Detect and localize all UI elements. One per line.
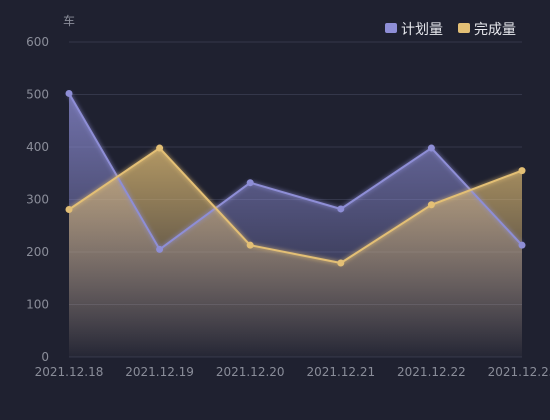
data-point-series-1[interactable] [65,205,73,213]
y-tick-label: 600 [26,35,49,49]
y-tick-label: 300 [26,193,49,207]
legend-swatch-done [458,23,470,33]
series-lines [68,92,523,264]
legend-swatch-plan [385,23,397,33]
x-tick-label: 2021.12.21 [306,365,375,379]
y-tick-label: 400 [26,140,49,154]
legend: 计划量 完成量 [385,22,516,38]
y-tick-label: 0 [41,350,49,364]
y-axis-unit-label: 车 [63,13,75,28]
legend-label-done: 完成量 [474,22,516,38]
data-point-series-0[interactable] [156,245,164,253]
legend-item-plan[interactable]: 计划量 [385,22,443,38]
data-point-series-0[interactable] [337,205,345,213]
x-tick-label: 2021.12.23 [488,365,550,379]
legend-label-plan: 计划量 [401,22,443,38]
series-areas [69,93,522,358]
data-point-series-1[interactable] [156,144,164,152]
legend-item-done[interactable]: 完成量 [458,22,516,38]
data-points [65,89,526,267]
series-area-1 [69,148,522,357]
data-point-series-1[interactable] [518,167,526,175]
series-line-1 [68,147,523,264]
data-point-series-0[interactable] [427,144,435,152]
series-line-0 [68,92,523,251]
x-tick-label: 2021.12.19 [125,365,194,379]
y-tick-label: 500 [26,88,49,102]
x-tick-label: 2021.12.20 [216,365,285,379]
data-point-series-0[interactable] [246,179,254,187]
y-tick-label: 200 [26,245,49,259]
y-tick-label: 100 [26,298,49,312]
x-tick-label: 2021.12.22 [397,365,466,379]
data-point-series-0[interactable] [65,89,73,97]
x-tick-label: 2021.12.18 [35,365,104,379]
data-point-series-0[interactable] [518,241,526,249]
x-axis-ticks: 2021.12.18 2021.12.19 2021.12.20 2021.12.21… [35,365,550,379]
data-point-series-1[interactable] [337,259,345,267]
y-axis-ticks: 0 100 200 300 400 500 600 [26,35,49,364]
data-point-series-1[interactable] [246,241,254,249]
data-point-series-1[interactable] [427,201,435,209]
